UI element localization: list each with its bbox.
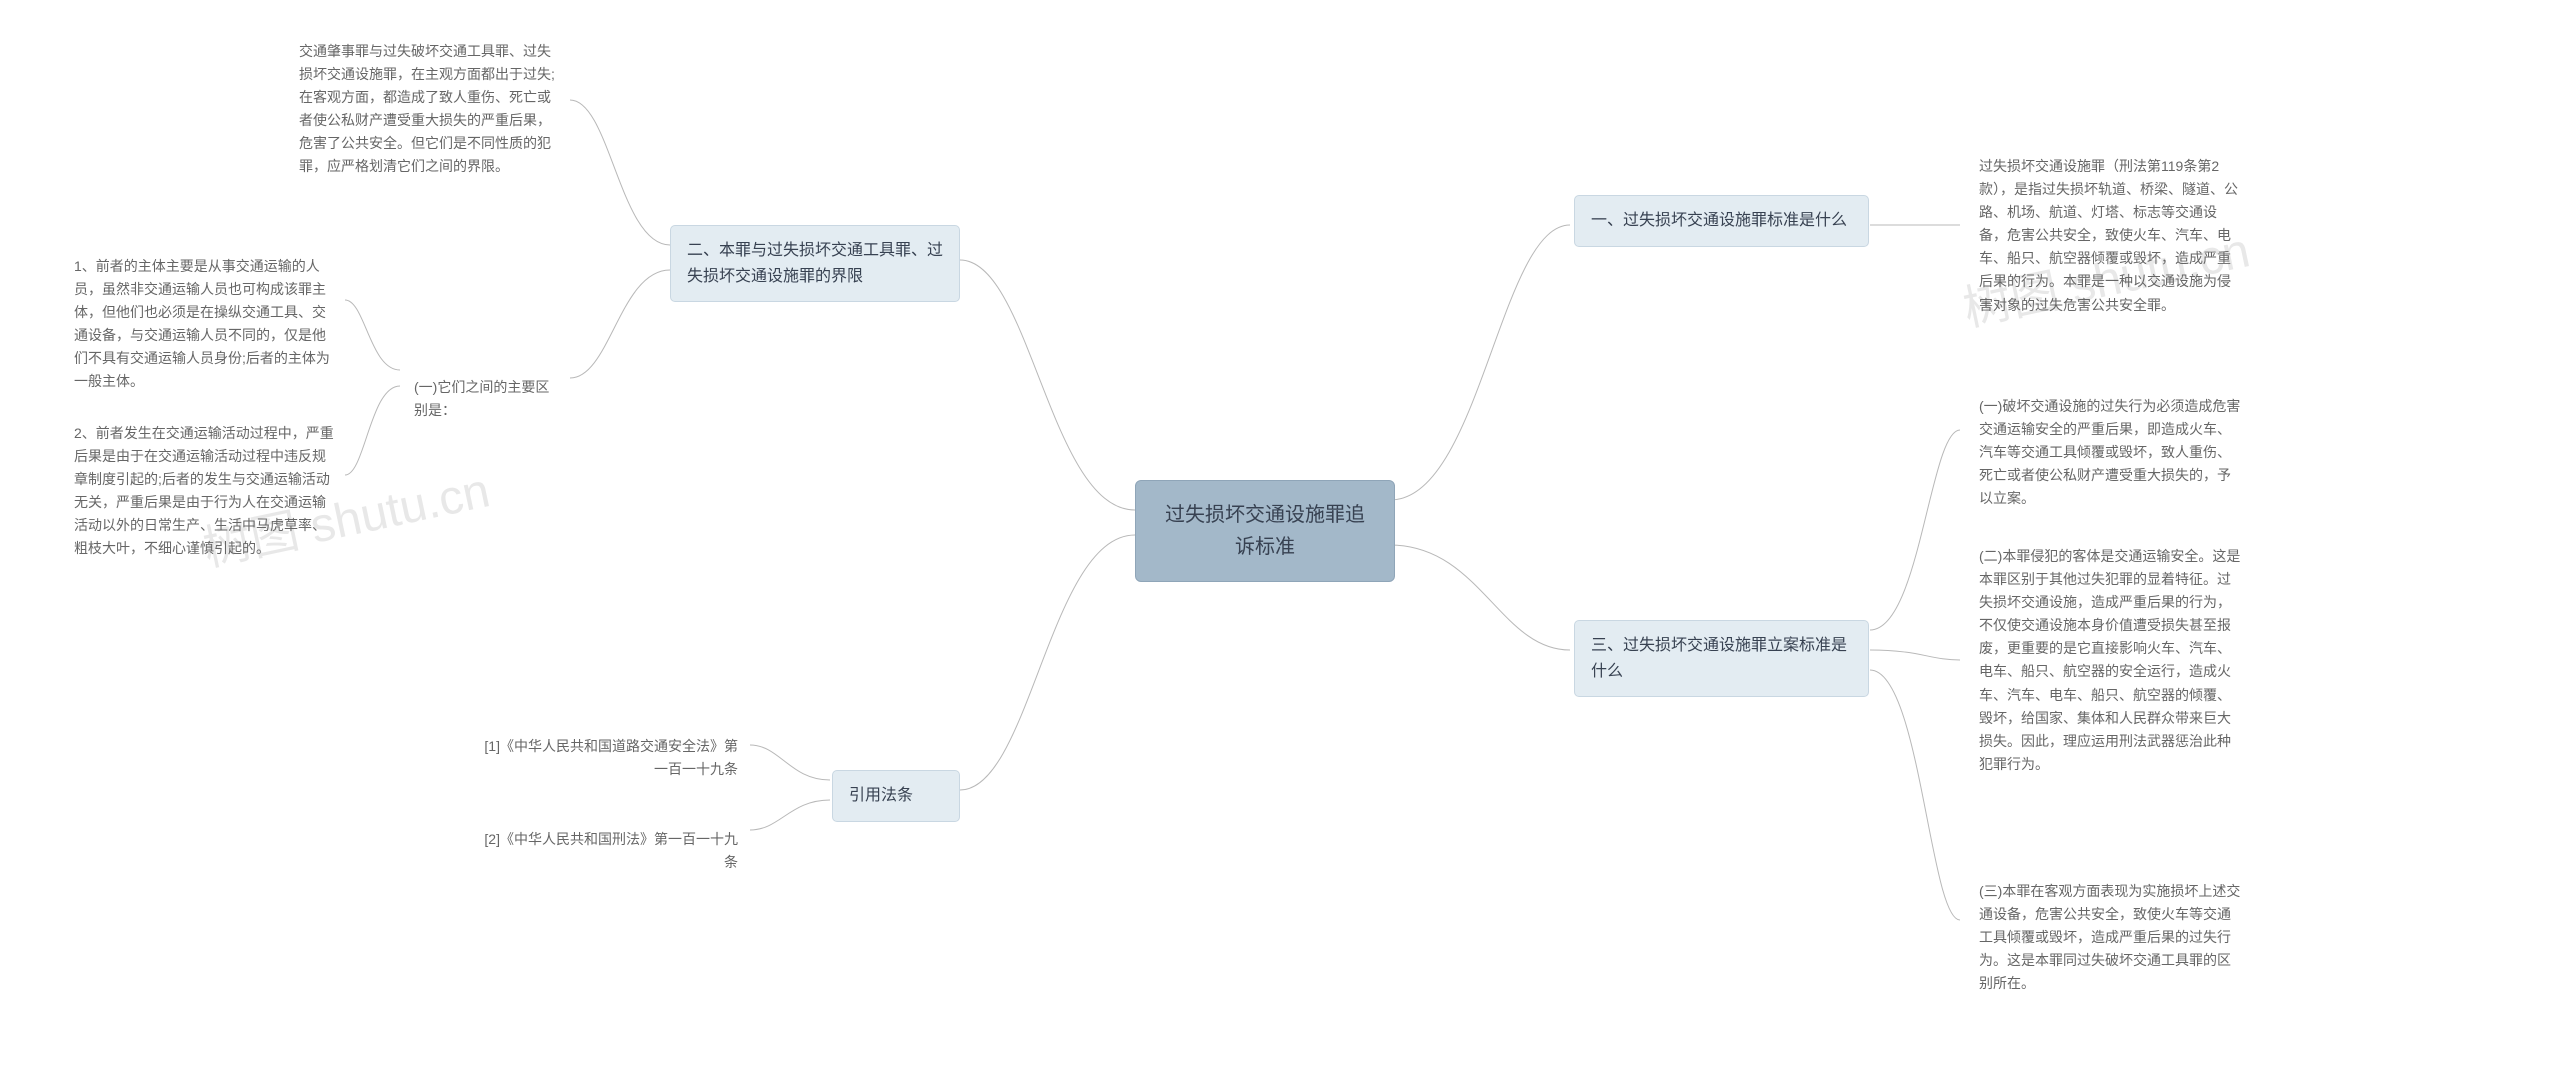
legal-item-2: [2]《中华人民共和国刑法》第一百一十九条 bbox=[462, 818, 752, 884]
branch-3-content-3: (三)本罪在客观方面表现为实施损坏上述交通设备，危害公共安全，致使火车等交通工具… bbox=[1965, 870, 2255, 1005]
branch-3-title: 三、过失损坏交通设施罪立案标准是什么 bbox=[1591, 637, 1847, 680]
branch-2-subtitle: (一)它们之间的主要区别是： bbox=[400, 366, 575, 432]
branch-legal-title: 引用法条 bbox=[849, 787, 913, 804]
branch-legal: 引用法条 bbox=[832, 770, 960, 822]
branch-2-title: 二、本罪与过失损坏交通工具罪、过失损坏交通设施罪的界限 bbox=[687, 242, 943, 285]
branch-1: 一、过失损坏交通设施罪标准是什么 bbox=[1574, 195, 1869, 247]
branch-3-content-2: (二)本罪侵犯的客体是交通运输安全。这是本罪区别于其他过失犯罪的显着特征。过失损… bbox=[1965, 535, 2255, 786]
branch-3: 三、过失损坏交通设施罪立案标准是什么 bbox=[1574, 620, 1869, 697]
branch-1-title: 一、过失损坏交通设施罪标准是什么 bbox=[1591, 212, 1847, 229]
branch-2-leaf-1: 1、前者的主体主要是从事交通运输的人员，虽然非交通运输人员也可构成该罪主体，但他… bbox=[60, 245, 350, 404]
branch-2: 二、本罪与过失损坏交通工具罪、过失损坏交通设施罪的界限 bbox=[670, 225, 960, 302]
branch-3-content-1: (一)破坏交通设施的过失行为必须造成危害交通运输安全的严重后果，即造成火车、汽车… bbox=[1965, 385, 2255, 520]
center-title: 过失损坏交通设施罪追诉标准 bbox=[1165, 504, 1365, 558]
legal-item-1: [1]《中华人民共和国道路交通安全法》第一百一十九条 bbox=[462, 725, 752, 791]
branch-2-leaf-2: 2、前者发生在交通运输活动过程中，严重后果是由于在交通运输活动过程中违反规章制度… bbox=[60, 412, 350, 571]
branch-1-content: 过失损坏交通设施罪（刑法第119条第2款），是指过失损坏轨道、桥梁、隧道、公路、… bbox=[1965, 145, 2255, 327]
branch-2-top-leaf: 交通肇事罪与过失破坏交通工具罪、过失损坏交通设施罪，在主观方面都出于过失;在客观… bbox=[285, 30, 575, 189]
center-node: 过失损坏交通设施罪追诉标准 bbox=[1135, 480, 1395, 582]
